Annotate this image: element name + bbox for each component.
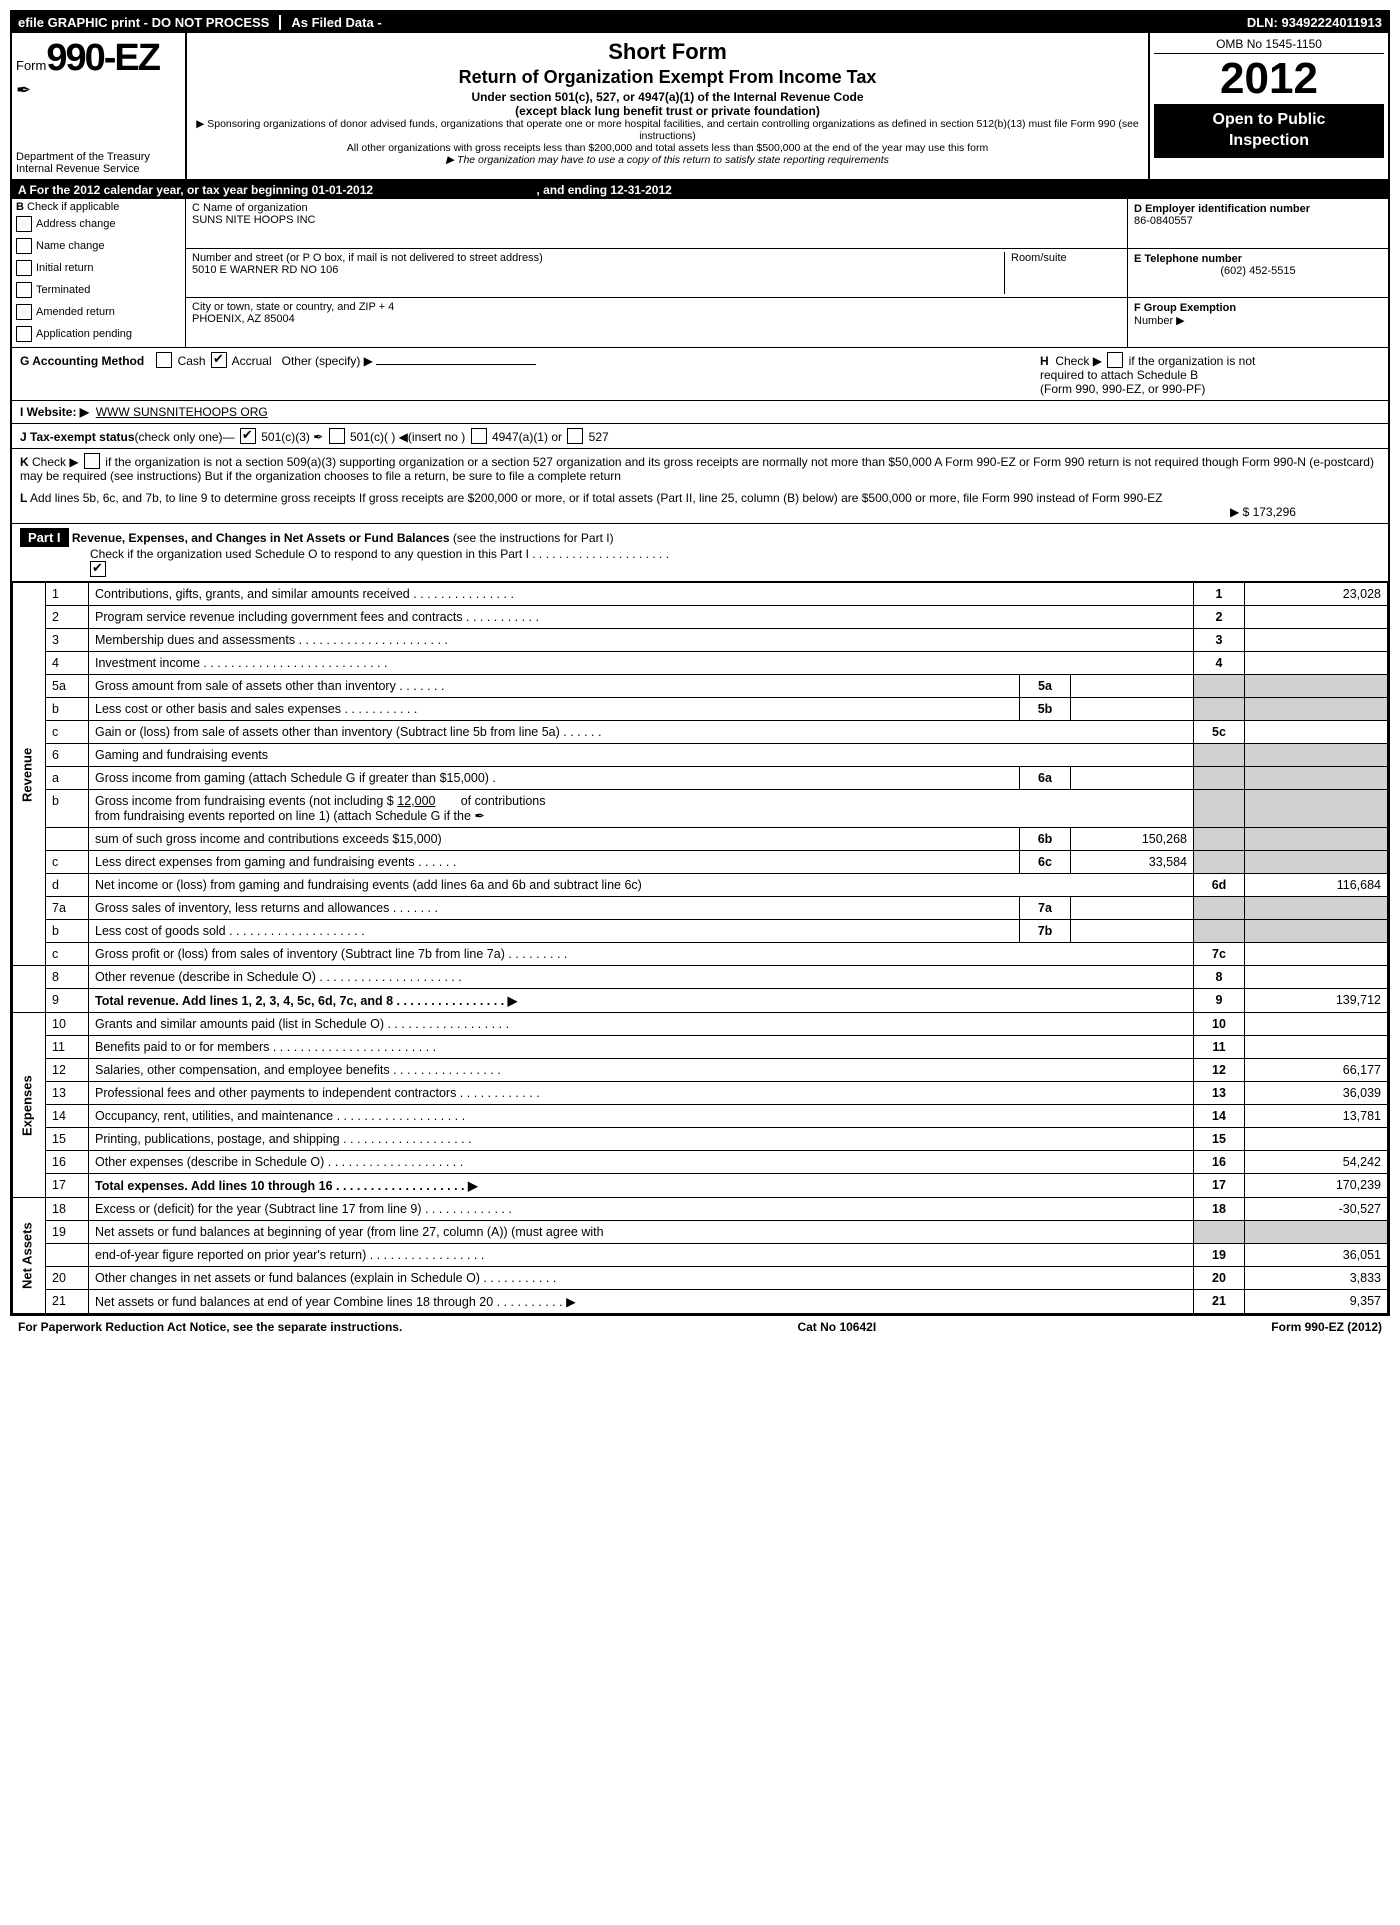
topbar-left: efile GRAPHIC print - DO NOT PROCESS — [18, 15, 269, 30]
dept-treasury: Department of the Treasury — [16, 151, 181, 163]
4947-checkbox[interactable] — [471, 428, 487, 444]
cat-no: Cat No 10642I — [797, 1320, 876, 1334]
city-state-zip: PHOENIX, AZ 85004 — [192, 313, 295, 325]
ein: 86-0840557 — [1134, 215, 1193, 227]
form-number: 990-EZ — [46, 37, 159, 79]
form-prefix: Form — [16, 58, 46, 73]
tax-year: 2012 — [1154, 54, 1384, 104]
section-C: C Name of organization SUNS NITE HOOPS I… — [186, 199, 1128, 347]
phone: (602) 452-5515 — [1134, 265, 1382, 277]
omb-no: OMB No 1545-1150 — [1154, 37, 1384, 54]
509a3-checkbox[interactable] — [84, 453, 100, 469]
netassets-label: Net Assets — [13, 1198, 46, 1314]
initial-return-checkbox[interactable] — [16, 260, 32, 276]
line-13-val: 36,039 — [1245, 1082, 1388, 1105]
gross-receipts: ▶ $ 173,296 — [1230, 491, 1380, 519]
addr-change-checkbox[interactable] — [16, 216, 32, 232]
topbar: efile GRAPHIC print - DO NOT PROCESS As … — [12, 12, 1388, 33]
527-checkbox[interactable] — [567, 428, 583, 444]
street: 5010 E WARNER RD NO 106 — [192, 264, 338, 276]
line-14-val: 13,781 — [1245, 1105, 1388, 1128]
topbar-right: DLN: 93492224011913 — [1247, 15, 1382, 30]
part1-header: Part I Revenue, Expenses, and Changes in… — [12, 524, 1388, 582]
subtitle: Under section 501(c), 527, or 4947(a)(1)… — [195, 90, 1140, 104]
footer: For Paperwork Reduction Act Notice, see … — [10, 1316, 1390, 1338]
other-note: All other organizations with gross recei… — [195, 142, 1140, 154]
pending-checkbox[interactable] — [16, 326, 32, 342]
short-form: Short Form — [195, 39, 1140, 65]
name-change-checkbox[interactable] — [16, 238, 32, 254]
dept-irs: Internal Revenue Service — [16, 163, 181, 175]
section-GH: G Accounting Method Cash Accrual Other (… — [12, 348, 1388, 401]
part1-sched-o-checkbox[interactable] — [90, 561, 106, 577]
section-A: A For the 2012 calendar year, or tax yea… — [12, 181, 1388, 199]
expenses-label: Expenses — [13, 1013, 46, 1198]
title: Return of Organization Exempt From Incom… — [195, 67, 1140, 88]
section-BCDEF: B Check if applicable Address change Nam… — [12, 199, 1388, 348]
line-6c-val: 33,584 — [1071, 851, 1194, 874]
line-6d-val: 116,684 — [1245, 874, 1388, 897]
section-K: K Check ▶ if the organization is not a s… — [12, 449, 1388, 487]
form-990ez: efile GRAPHIC print - DO NOT PROCESS As … — [10, 10, 1390, 1316]
form-ref: Form 990-EZ (2012) — [1271, 1320, 1382, 1334]
section-DEF: D Employer identification number86-08405… — [1128, 199, 1388, 347]
section-L: L Add lines 5b, 6c, and 7b, to line 9 to… — [12, 487, 1388, 524]
topbar-mid: As Filed Data - — [279, 15, 381, 30]
sched-b-checkbox[interactable] — [1107, 352, 1123, 368]
copy-note: ▶ The organization may have to use a cop… — [195, 154, 1140, 166]
lines-table: Revenue 1Contributions, gifts, grants, a… — [12, 582, 1388, 1314]
terminated-checkbox[interactable] — [16, 282, 32, 298]
line-17-val: 170,239 — [1245, 1174, 1388, 1198]
line-1-val: 23,028 — [1245, 583, 1388, 606]
sponsor-note: ▶ Sponsoring organizations of donor advi… — [195, 118, 1140, 142]
section-J: J Tax-exempt status(check only one)— 501… — [12, 424, 1388, 449]
accrual-checkbox[interactable] — [211, 352, 227, 368]
paperwork-notice: For Paperwork Reduction Act Notice, see … — [18, 1320, 402, 1334]
501c3-checkbox[interactable] — [240, 428, 256, 444]
paren: (except black lung benefit trust or priv… — [195, 104, 1140, 118]
cash-checkbox[interactable] — [156, 352, 172, 368]
line-6b-val: 150,268 — [1071, 828, 1194, 851]
website-link[interactable]: WWW SUNSNITEHOOPS ORG — [96, 405, 268, 419]
line-9-val: 139,712 — [1245, 989, 1388, 1013]
line-18-val: -30,527 — [1245, 1198, 1388, 1221]
section-B: B Check if applicable Address change Nam… — [12, 199, 186, 347]
line-19-val: 36,051 — [1245, 1244, 1388, 1267]
org-name: SUNS NITE HOOPS INC — [192, 214, 315, 226]
line-16-val: 54,242 — [1245, 1151, 1388, 1174]
line-12-val: 66,177 — [1245, 1059, 1388, 1082]
revenue-label: Revenue — [13, 583, 46, 966]
amended-checkbox[interactable] — [16, 304, 32, 320]
open-public: Open to Public Inspection — [1154, 104, 1384, 158]
header: Form990-EZ ✒ Department of the Treasury … — [12, 33, 1388, 181]
line-21-val: 9,357 — [1245, 1290, 1388, 1314]
501c-checkbox[interactable] — [329, 428, 345, 444]
section-I: I Website: ▶ WWW SUNSNITEHOOPS ORG — [12, 401, 1388, 424]
line-20-val: 3,833 — [1245, 1267, 1388, 1290]
